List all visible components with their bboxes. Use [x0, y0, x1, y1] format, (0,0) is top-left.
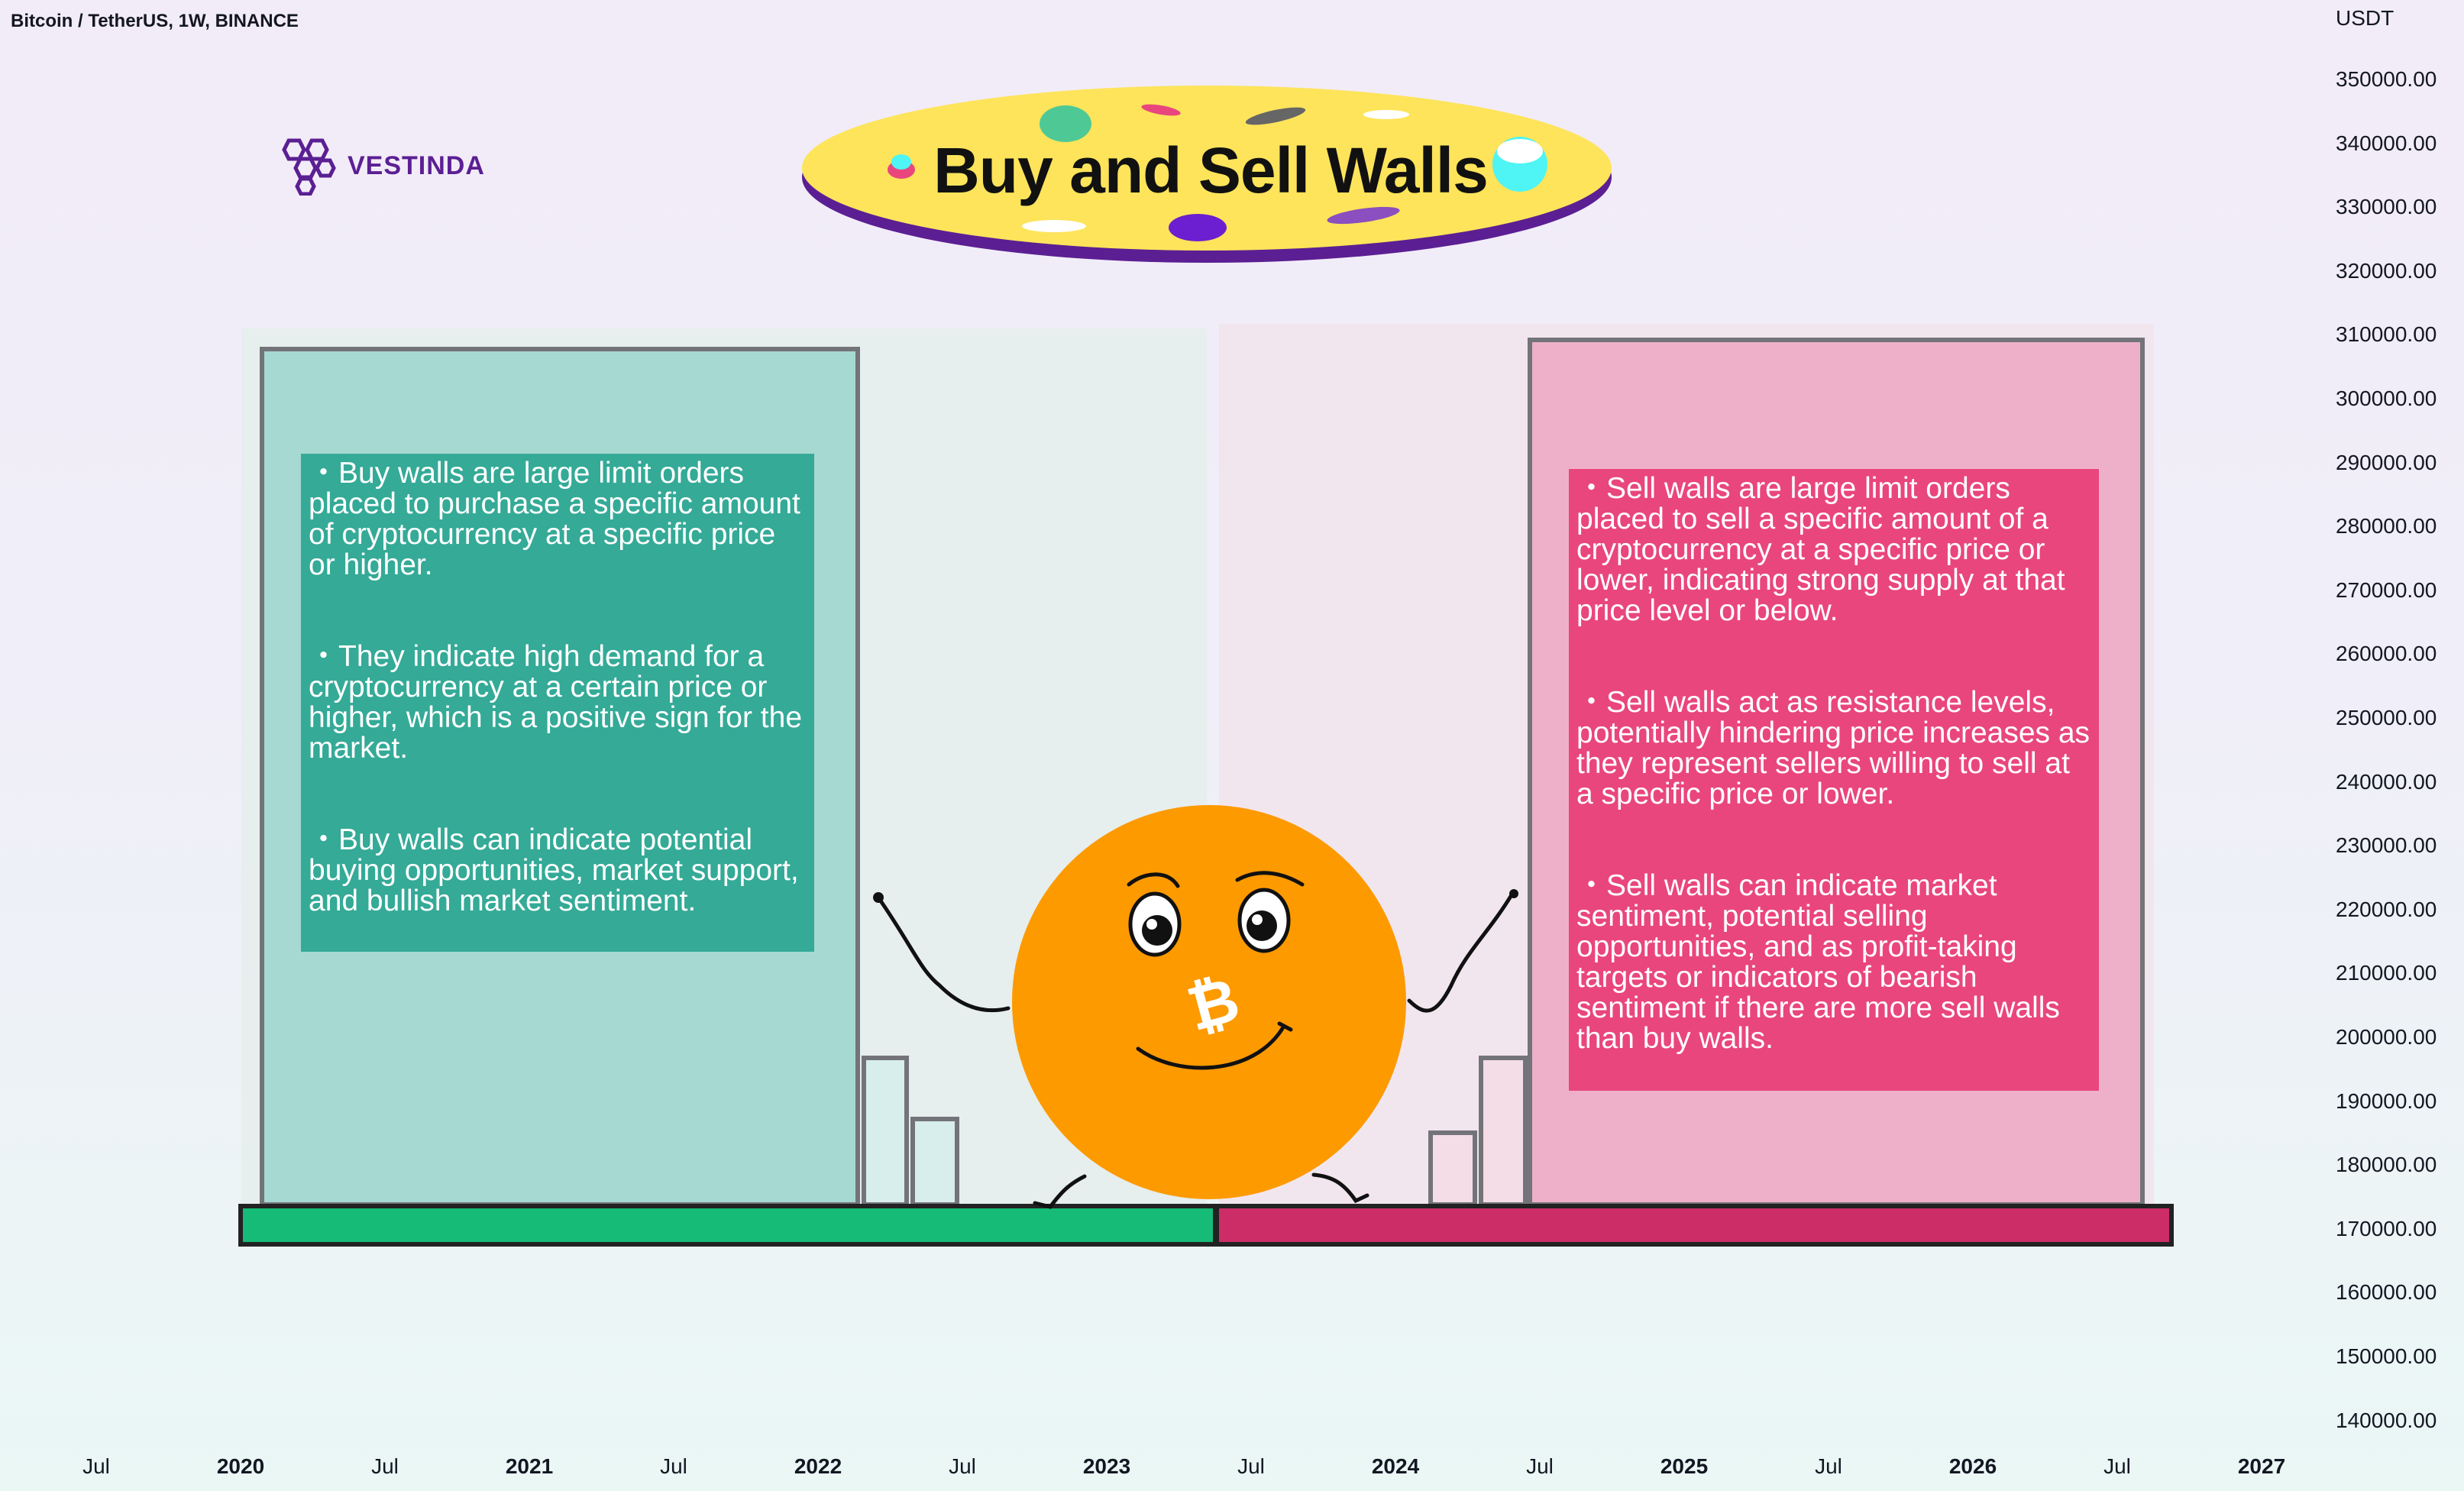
price-tick-label: 210000.00: [2336, 961, 2437, 985]
price-tick-label: 140000.00: [2336, 1408, 2437, 1432]
time-tick-label: Jul: [1237, 1454, 1265, 1478]
buy-bullet: ・Buy walls can indicate potential buying…: [309, 823, 799, 917]
buy-small-bar: [910, 1117, 959, 1207]
time-tick-label: 2027: [2237, 1454, 2286, 1478]
title-badge-icon: [802, 86, 1612, 263]
logo-text: VESTINDA: [348, 151, 485, 180]
time-tick-label: 2026: [1948, 1454, 1997, 1478]
price-axis[interactable]: USDT: [2322, 0, 2464, 1491]
price-tick-label: 300000.00: [2336, 386, 2437, 410]
price-tick-label: 170000.00: [2336, 1216, 2437, 1240]
price-tick-label: 190000.00: [2336, 1088, 2437, 1113]
price-tick-label: 230000.00: [2336, 833, 2437, 858]
price-tick-label: 320000.00: [2336, 258, 2437, 283]
price-tick-label: 150000.00: [2336, 1344, 2437, 1368]
price-tick-label: 310000.00: [2336, 322, 2437, 347]
buy-walls-description: ・Buy walls are large limit orders placed…: [301, 454, 814, 952]
price-tick-label: 340000.00: [2336, 131, 2437, 155]
price-tick-label: 270000.00: [2336, 577, 2437, 602]
price-tick-label: 350000.00: [2336, 67, 2437, 91]
price-tick-label: 330000.00: [2336, 195, 2437, 219]
price-tick-label: 240000.00: [2336, 769, 2437, 794]
price-tick-label: 160000.00: [2336, 1280, 2437, 1305]
price-tick-label: 290000.00: [2336, 450, 2437, 474]
time-tick-label: 2020: [216, 1454, 265, 1478]
time-tick-label: Jul: [82, 1454, 110, 1478]
time-tick-label: 2022: [794, 1454, 842, 1478]
time-tick-label: 2025: [1660, 1454, 1709, 1478]
vestinda-logo-icon: [282, 138, 336, 196]
sell-bullet: ・Sell walls are large limit orders place…: [1576, 472, 2065, 627]
buy-bullet: ・Buy walls are large limit orders placed…: [309, 457, 800, 581]
time-tick-label: Jul: [1526, 1454, 1554, 1478]
price-tick-label: 280000.00: [2336, 514, 2437, 539]
time-tick-label: Jul: [2103, 1454, 2131, 1478]
sell-bullet: ・Sell walls act as resistance levels, po…: [1576, 686, 2091, 810]
price-tick-label: 250000.00: [2336, 706, 2437, 729]
time-tick-label: Jul: [1815, 1454, 1842, 1478]
time-tick-label: Jul: [949, 1454, 976, 1478]
price-tick-label: 260000.00: [2336, 642, 2437, 666]
buy-bullet: ・They indicate high demand for a cryptoc…: [309, 640, 803, 765]
time-tick-label: 2021: [505, 1454, 554, 1478]
time-tick-label: 2023: [1082, 1454, 1131, 1478]
sell-floor-bar: [1214, 1204, 2174, 1247]
bitcoin-mascot-icon: ₿: [873, 805, 1518, 1209]
sell-bullet: ・Sell walls can indicate market sentimen…: [1576, 869, 2060, 1055]
price-tick-label: 220000.00: [2336, 897, 2437, 921]
time-tick-label: Jul: [371, 1454, 399, 1478]
price-tick-label: 200000.00: [2336, 1025, 2437, 1049]
sell-small-bar: [1479, 1056, 1528, 1207]
page-title: Buy and Sell Walls: [933, 134, 1489, 206]
sell-walls-description: ・Sell walls are large limit orders place…: [1569, 469, 2099, 1091]
price-tick-label: 180000.00: [2336, 1153, 2437, 1177]
currency-label: USDT: [2336, 6, 2394, 30]
buy-floor-bar: [238, 1204, 1217, 1247]
time-tick-label: 2024: [1371, 1454, 1420, 1478]
time-tick-label: Jul: [660, 1454, 687, 1478]
buy-small-bar: [862, 1056, 909, 1207]
symbol-label[interactable]: Bitcoin / TetherUS, 1W, BINANCE: [11, 11, 299, 31]
